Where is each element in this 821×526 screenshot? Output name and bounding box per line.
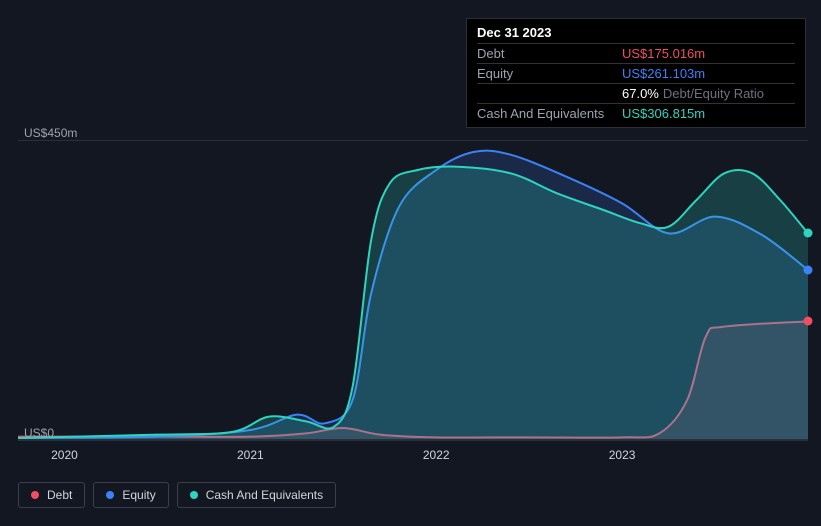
gridline (18, 440, 808, 441)
legend-label: Cash And Equivalents (206, 488, 323, 502)
legend-label: Equity (122, 488, 155, 502)
x-axis-label: 2021 (237, 448, 264, 462)
tooltip-row-value: 67.0%Debt/Equity Ratio (622, 86, 764, 101)
chart-svg (18, 140, 808, 440)
y-axis-label: US$450m (24, 126, 77, 140)
x-axis-label: 2022 (423, 448, 450, 462)
tooltip-row-value: US$175.016m (622, 46, 705, 61)
legend-dot (190, 491, 198, 499)
y-axis-label: US$0 (24, 426, 54, 440)
tooltip-row-label (477, 86, 622, 101)
chart-tooltip: Dec 31 2023 DebtUS$175.016mEquityUS$261.… (466, 18, 806, 128)
series-end-marker (804, 229, 813, 238)
chart-plot-area: US$0US$450m 2020202120222023 (18, 140, 808, 440)
legend-dot (31, 491, 39, 499)
tooltip-row-label: Debt (477, 46, 622, 61)
legend-dot (106, 491, 114, 499)
chart-legend: Debt Equity Cash And Equivalents (18, 482, 336, 508)
x-axis-line (18, 439, 808, 440)
legend-item-cash-and-equivalents[interactable]: Cash And Equivalents (177, 482, 336, 508)
tooltip-row-label: Equity (477, 66, 622, 81)
tooltip-row-sublabel: Debt/Equity Ratio (663, 86, 764, 101)
tooltip-row: 67.0%Debt/Equity Ratio (477, 83, 795, 103)
legend-item-equity[interactable]: Equity (93, 482, 168, 508)
tooltip-row: Cash And EquivalentsUS$306.815m (477, 103, 795, 123)
legend-label: Debt (47, 488, 72, 502)
x-axis-label: 2023 (609, 448, 636, 462)
tooltip-row: EquityUS$261.103m (477, 63, 795, 83)
tooltip-row-value: US$261.103m (622, 66, 705, 81)
tooltip-row-value: US$306.815m (622, 106, 705, 121)
tooltip-row: DebtUS$175.016m (477, 43, 795, 63)
x-axis-label: 2020 (51, 448, 78, 462)
legend-item-debt[interactable]: Debt (18, 482, 85, 508)
tooltip-row-label: Cash And Equivalents (477, 106, 622, 121)
tooltip-date: Dec 31 2023 (477, 25, 795, 43)
series-end-marker (804, 266, 813, 275)
series-end-marker (804, 317, 813, 326)
